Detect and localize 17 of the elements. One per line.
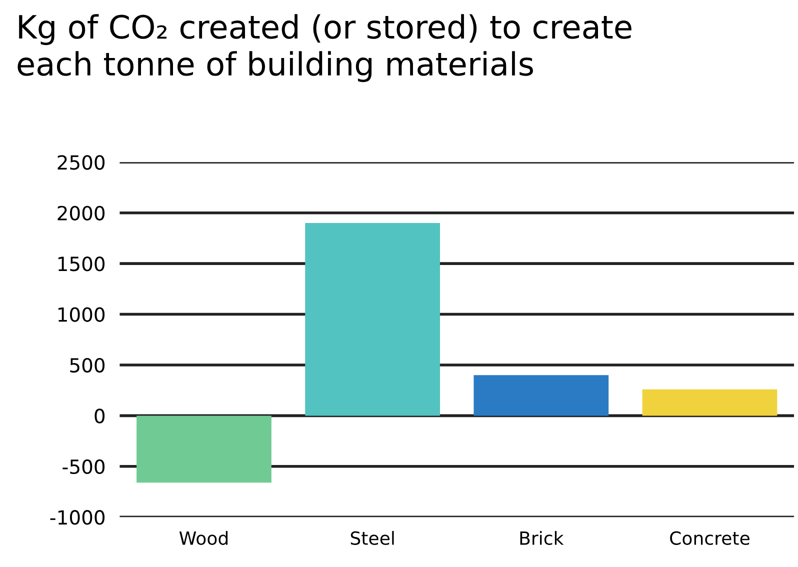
y-tick-label: -1000 <box>50 510 105 525</box>
x-tick-label: Steel <box>350 530 394 545</box>
bar <box>305 223 440 416</box>
y-tick-label: 0 <box>94 408 105 424</box>
x-tick-label: Concrete <box>670 531 750 545</box>
y-tick-label: 2500 <box>58 155 105 170</box>
chart-title: Kg of CO₂ created (or stored) to create each tonne of building materials <box>18 14 632 82</box>
y-tick-label: 1500 <box>58 256 105 272</box>
x-tick-label: Brick <box>520 530 564 545</box>
x-tick-label: Wood <box>179 530 228 545</box>
y-tick-label: 1000 <box>58 307 105 322</box>
bar <box>136 416 272 483</box>
bar <box>642 389 778 416</box>
y-tick-label: 500 <box>70 358 105 373</box>
y-tick-label: -500 <box>62 459 105 474</box>
y-tick-label: 2000 <box>58 206 105 221</box>
bar <box>474 375 609 416</box>
